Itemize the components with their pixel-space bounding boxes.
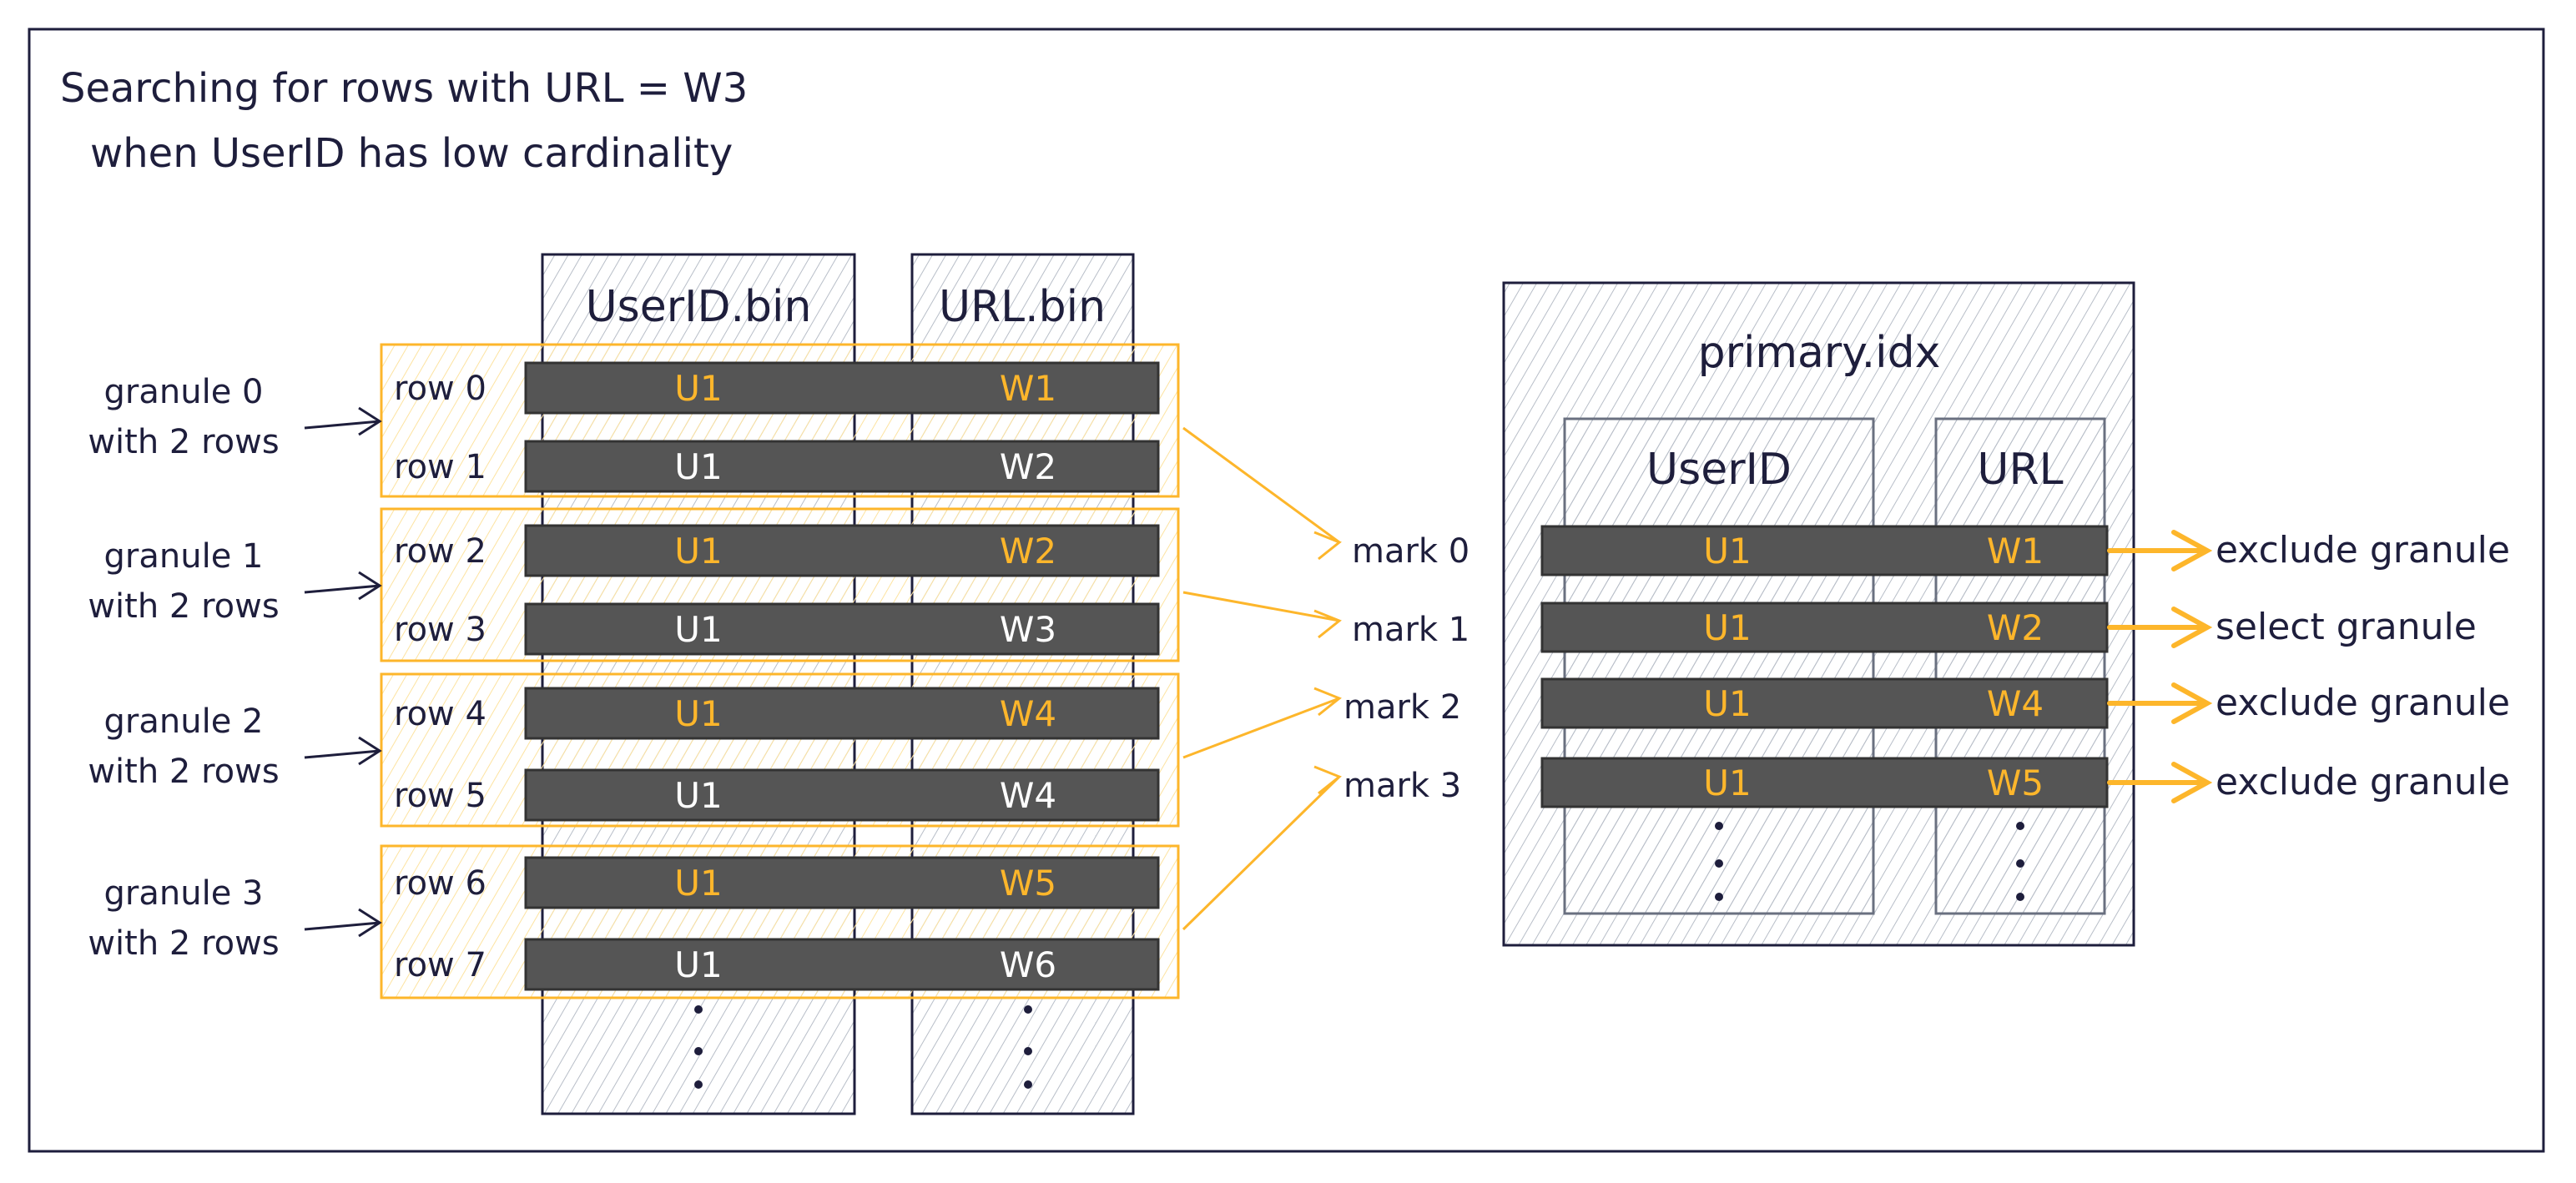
url-cell: W1 [1000,368,1056,409]
row-bar [524,602,1160,656]
result-arrow-icon [2107,530,2213,571]
granule-sublabel: with 2 rows [88,587,279,626]
ellipsis-dot [1715,893,1723,901]
granule-label: granule 3 [104,874,264,913]
arrow-icon [304,908,382,938]
idx-url-header: URL [1977,445,2063,495]
arrow-icon [304,406,382,436]
row-bar [524,440,1160,493]
url-cell: W5 [1000,863,1056,904]
index-entry-bar [1540,757,2109,808]
idx-userid-header: UserID [1646,445,1792,495]
ellipsis-dot [1715,859,1723,868]
row-bar [524,856,1160,909]
ellipsis-dot [2016,893,2024,901]
ellipsis-dot [694,1080,703,1089]
index-entry-bar [1540,602,2109,653]
url-bin-header: URL.bin [939,282,1106,332]
granule-result-label: exclude granule [2216,682,2510,724]
granule-sublabel: with 2 rows [88,423,279,461]
url-cell: W4 [1000,693,1056,734]
index-entry-bar [1540,525,2109,576]
row-bar [524,938,1160,991]
granule-sublabel: with 2 rows [88,753,279,791]
userid-cell: U1 [674,944,722,985]
mark-label: mark 1 [1352,611,1469,649]
index-userid-cell: U1 [1703,607,1751,648]
row-label: row 3 [394,611,486,649]
granule-label: granule 2 [104,702,264,741]
arrow-icon [304,571,382,601]
userid-bin-header: UserID.bin [586,282,812,332]
ellipsis-dot [1024,1047,1032,1055]
ellipsis-dot [2016,859,2024,868]
index-url-cell: W2 [1987,607,2044,648]
userid-cell: U1 [674,446,722,487]
userid-cell: U1 [674,693,722,734]
userid-cell: U1 [674,368,722,409]
row-label: row 5 [394,777,486,815]
userid-cell: U1 [674,609,722,650]
index-url-cell: W4 [1987,683,2044,724]
userid-cell: U1 [674,863,722,904]
result-arrow-icon [2107,762,2213,803]
ellipsis-dot [1024,1080,1032,1089]
row-label: row 0 [394,370,486,408]
row-bar [524,768,1160,822]
ellipsis-dot [694,1005,703,1014]
index-entry-bar [1540,677,2109,729]
granule-result-label: exclude granule [2216,761,2510,803]
mark-link-arrow [1182,591,1342,639]
row-bar [524,524,1160,577]
mark-label: mark 0 [1352,532,1469,571]
index-userid-cell: U1 [1703,531,1751,571]
granule-result-label: exclude granule [2216,529,2510,571]
row-bar [524,361,1160,415]
primary-idx-title: primary.idx [1698,328,1941,378]
arrow-icon [304,736,382,766]
ellipsis-dot [1024,1005,1032,1014]
row-bar [524,687,1160,740]
mark-link-arrow [1182,765,1342,931]
result-arrow-icon [2107,607,2213,648]
url-cell: W6 [1000,944,1056,985]
url-cell: W2 [1000,446,1056,487]
title-line-2: when UserID has low cardinality [90,130,733,177]
index-userid-cell: U1 [1703,683,1751,724]
granule-label: granule 0 [104,373,264,411]
mark-link-arrow [1182,426,1342,561]
result-arrow-icon [2107,682,2213,724]
ellipsis-dot [1715,822,1723,830]
userid-cell: U1 [674,775,722,816]
row-label: row 1 [394,448,486,486]
row-label: row 4 [394,695,486,733]
ellipsis-dot [2016,822,2024,830]
granule-result-label: select granule [2216,606,2477,648]
row-label: row 7 [394,946,486,984]
outer-frame [28,28,2545,1153]
idx-userid-column [1563,417,1875,915]
url-cell: W4 [1000,775,1056,816]
url-cell: W2 [1000,531,1056,571]
row-label: row 6 [394,864,486,903]
idx-url-column [1934,417,2106,915]
index-url-cell: W5 [1987,763,2044,803]
url-cell: W3 [1000,609,1056,650]
userid-cell: U1 [674,531,722,571]
ellipsis-dot [694,1047,703,1055]
row-label: row 2 [394,532,486,571]
granule-label: granule 1 [104,537,264,576]
mark-label: mark 2 [1343,688,1461,727]
index-userid-cell: U1 [1703,763,1751,803]
granule-sublabel: with 2 rows [88,924,279,963]
mark-link-arrow [1182,687,1342,759]
title-line-1: Searching for rows with URL = W3 [60,65,748,112]
index-url-cell: W1 [1987,531,2044,571]
mark-label: mark 3 [1343,767,1461,805]
